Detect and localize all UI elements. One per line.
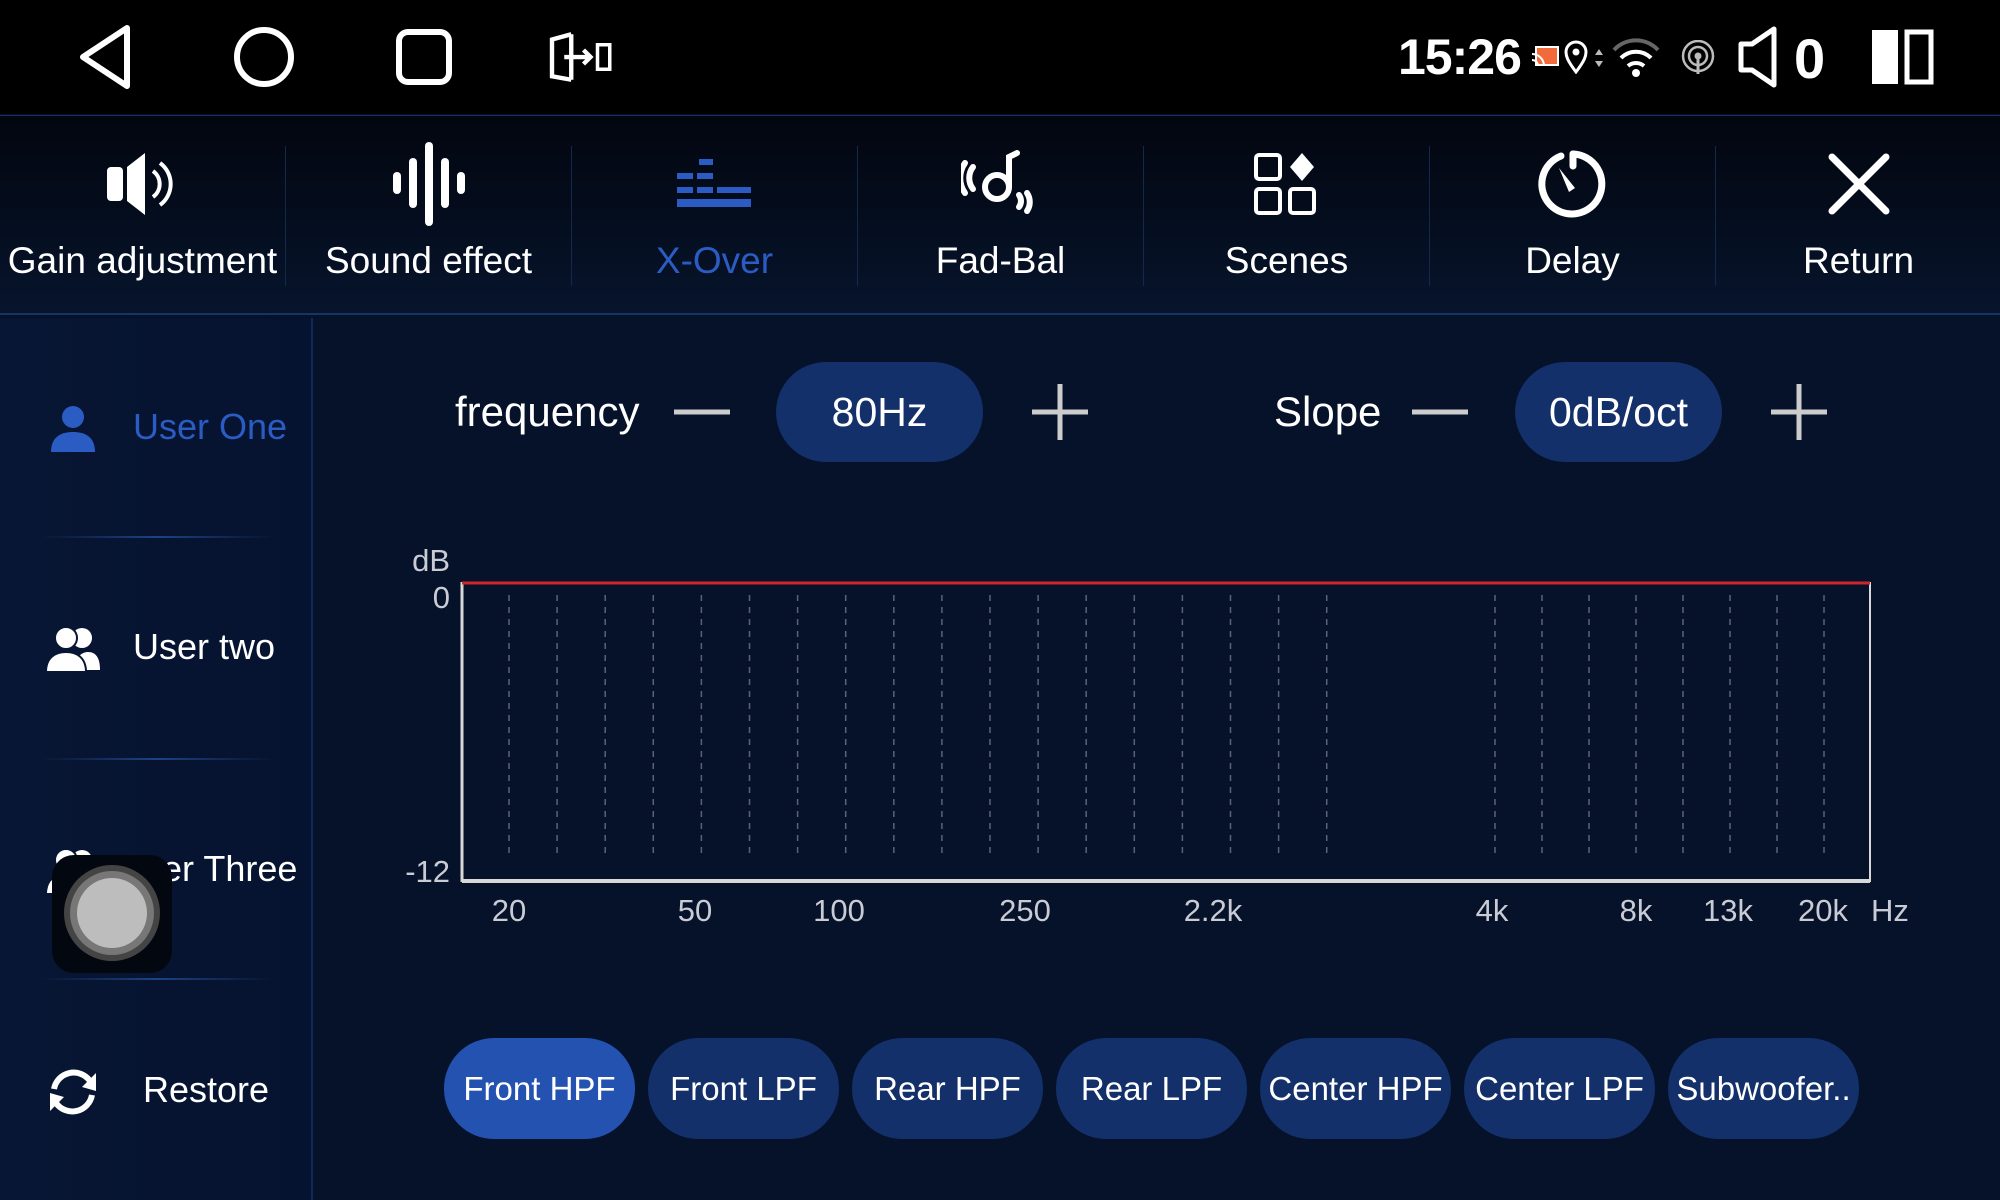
x-tick-label: 20k — [1798, 893, 1848, 928]
divider — [40, 536, 275, 538]
tab-scenes[interactable]: Scenes — [1144, 116, 1429, 316]
refresh-icon — [50, 1069, 96, 1115]
users-icon — [44, 626, 100, 673]
tab-label: Fad-Bal — [935, 240, 1066, 281]
fader-balance-icon — [858, 144, 1143, 224]
tab-label: X-Over — [655, 240, 774, 281]
sidebar-item-label: Restore — [143, 1069, 270, 1110]
waveform-icon — [286, 142, 571, 226]
function-tab-bar: Gain adjustment Sound effect X-Over Fad-… — [0, 115, 2000, 315]
home-icon[interactable] — [229, 22, 299, 92]
sidebar-item-user-two[interactable]: User two — [0, 588, 310, 708]
status-bar: 15:26 0 — [0, 0, 2000, 114]
timer-icon — [1430, 144, 1715, 224]
split-screen-icon[interactable] — [1870, 28, 1934, 86]
x-axis-unit: Hz — [1871, 893, 1909, 928]
data-arrows-icon — [1595, 49, 1603, 67]
scenes-grid-icon — [1144, 144, 1429, 224]
tab-return[interactable]: Return — [1716, 116, 2000, 316]
wifi-icon — [1612, 38, 1660, 77]
x-tick-label: 250 — [999, 893, 1051, 928]
tab-divider — [1429, 146, 1430, 286]
divider — [40, 978, 275, 980]
slope-decrease-button[interactable] — [1410, 382, 1470, 442]
tab-label: Scenes — [1224, 240, 1349, 281]
y-axis-label: dB — [412, 543, 450, 578]
channel-subwoofer-button[interactable]: Subwoofer.. — [1668, 1038, 1859, 1139]
sidebar-item-user-one[interactable]: User One — [0, 368, 310, 488]
channel-rear-lpf-button[interactable]: Rear LPF — [1056, 1038, 1247, 1139]
sidebar-item-label: User One — [133, 406, 288, 447]
hotspot-icon — [1681, 40, 1715, 74]
x-tick-label: 2.2k — [1184, 893, 1243, 928]
frequency-label: frequency — [455, 388, 640, 435]
cast-icon — [1531, 46, 1559, 67]
x-tick-label: 8k — [1620, 893, 1653, 928]
tab-divider — [1143, 146, 1144, 286]
user-icon — [51, 406, 95, 452]
tab-label: Return — [1802, 240, 1915, 281]
tab-x-over[interactable]: X-Over — [572, 116, 857, 316]
channel-center-hpf-button[interactable]: Center HPF — [1260, 1038, 1451, 1139]
x-tick-label: 4k — [1476, 893, 1509, 928]
speaker-icon — [0, 144, 285, 224]
x-tick-label: 50 — [678, 893, 712, 928]
tab-label: Delay — [1525, 240, 1620, 281]
divider — [40, 758, 275, 760]
slope-label: Slope — [1274, 388, 1382, 435]
sidebar-item-label: User two — [133, 626, 276, 667]
back-icon[interactable] — [70, 22, 140, 92]
slope-value[interactable]: 0dB/oct — [1515, 362, 1722, 462]
tab-fad-bal[interactable]: Fad-Bal — [858, 116, 1143, 316]
channel-front-lpf-button[interactable]: Front LPF — [648, 1038, 839, 1139]
channel-front-hpf-button[interactable]: Front HPF — [444, 1038, 635, 1139]
sidebar-item-restore[interactable]: Restore — [0, 1031, 310, 1151]
user-preset-sidebar: User One User two User Three Restore — [0, 318, 313, 1200]
slope-increase-button[interactable] — [1769, 382, 1829, 442]
channel-center-lpf-button[interactable]: Center LPF — [1464, 1038, 1655, 1139]
channel-rear-hpf-button[interactable]: Rear HPF — [852, 1038, 1043, 1139]
volume-level: 0 — [1794, 27, 1826, 90]
y-tick-label: -12 — [405, 854, 450, 889]
tab-divider — [1715, 146, 1716, 286]
screen-mirror-icon[interactable] — [545, 22, 615, 92]
frequency-value[interactable]: 80Hz — [776, 362, 983, 462]
recents-icon[interactable] — [389, 22, 459, 92]
frequency-increase-button[interactable] — [1030, 382, 1090, 442]
x-tick-label: 100 — [813, 893, 865, 928]
location-icon — [1564, 40, 1588, 74]
assistive-touch-icon — [64, 865, 160, 961]
tab-sound-effect[interactable]: Sound effect — [286, 116, 571, 316]
x-tick-label: 13k — [1703, 893, 1753, 928]
y-tick-label: 0 — [433, 580, 450, 615]
tab-divider — [571, 146, 572, 286]
frequency-decrease-button[interactable] — [672, 382, 732, 442]
tab-delay[interactable]: Delay — [1430, 116, 1715, 316]
tab-divider — [857, 146, 858, 286]
tab-gain-adjustment[interactable]: Gain adjustment — [0, 116, 285, 316]
equalizer-bars-icon — [572, 144, 857, 224]
volume-icon[interactable] — [1738, 26, 1780, 88]
tab-label: Sound effect — [324, 240, 533, 281]
assistive-touch-button[interactable] — [52, 855, 172, 973]
tab-divider — [285, 146, 286, 286]
close-icon — [1716, 144, 2000, 224]
grid-lines — [508, 595, 1825, 858]
clock: 15:26 — [1398, 29, 1522, 85]
tab-label: Gain adjustment — [7, 240, 278, 281]
x-tick-label: 20 — [492, 893, 526, 928]
